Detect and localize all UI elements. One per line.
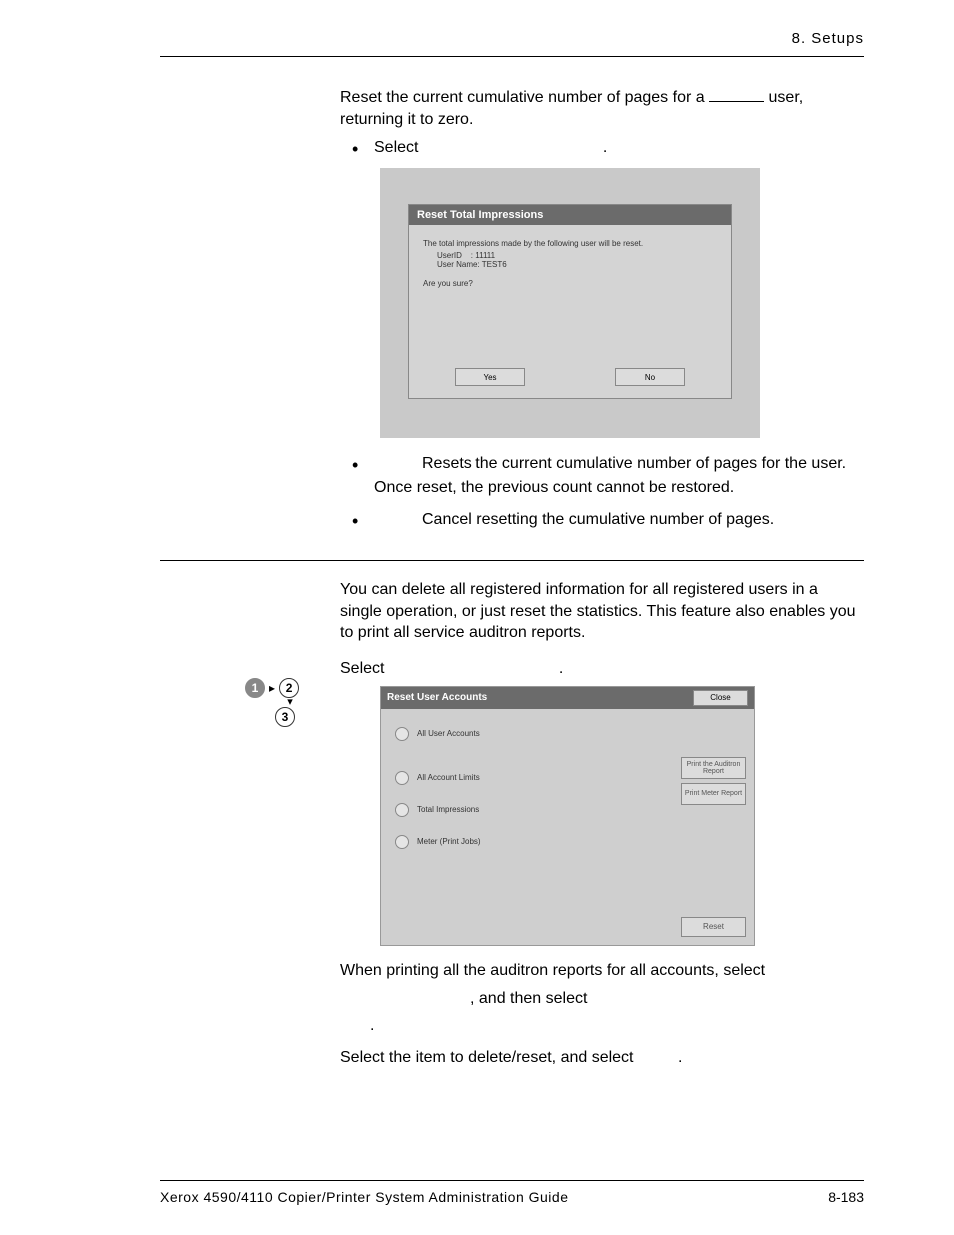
footer-doc-title: Xerox 4590/4110 Copier/Printer System Ad… [160, 1189, 569, 1205]
dialog-reset-user-accounts: Reset User Accounts Close All User Accou… [380, 686, 755, 946]
arrow-down-icon: ▾ [275, 698, 305, 707]
opt4-label: Meter (Print Jobs) [417, 837, 481, 846]
username-value: TEST6 [482, 260, 507, 269]
reset-button[interactable]: Reset [681, 917, 746, 937]
confirm-text: Are you sure? [423, 279, 717, 288]
radio-total-impressions[interactable]: Total Impressions [395, 803, 740, 817]
bullet-select-1: Select . [352, 136, 864, 160]
opt1-label: All User Accounts [417, 729, 480, 738]
opt2-label: All Account Limits [417, 773, 480, 782]
para4-line: Select the item to delete/reset, and sel… [340, 1047, 864, 1069]
bullet-yes-explain: Resets the current cumulative number of … [352, 452, 864, 500]
step-3-icon: 3 [275, 707, 295, 727]
userid-label: UserID [437, 251, 462, 260]
reset-s: s [464, 455, 471, 472]
step-2-icon: 2 [279, 678, 299, 698]
userid-value: : 11111 [471, 251, 495, 260]
radio-all-user-accounts[interactable]: All User Accounts [395, 727, 740, 741]
step-1-icon: 1 [245, 678, 265, 698]
dialog2-title: Reset User Accounts [387, 692, 487, 703]
dialog1-title: Reset Total Impressions [409, 205, 731, 225]
username-label: User Name: [437, 260, 480, 269]
radio-icon [395, 835, 409, 849]
para1-pre: Reset the current cumulative number of p… [340, 89, 709, 106]
blank-line [709, 101, 764, 102]
reset-word: Reset [422, 455, 464, 472]
step1-select: Select [340, 660, 384, 677]
arrow-right-icon: ▸ [269, 681, 275, 695]
bullet-no-explain: Cancel resetting the cumulative number o… [352, 508, 864, 532]
no-button[interactable]: No [615, 368, 685, 386]
reset-rest2: the previous count cannot be restored. [457, 479, 735, 496]
radio-icon [395, 727, 409, 741]
radio-icon [395, 803, 409, 817]
intro-para: Reset the current cumulative number of p… [340, 87, 864, 130]
para3: When printing all the auditron reports f… [340, 960, 864, 982]
close-button[interactable]: Close [693, 690, 748, 706]
yes-button[interactable]: Yes [455, 368, 525, 386]
dialog-reset-total-impressions: Reset Total Impressions The total impres… [380, 168, 760, 438]
para2: You can delete all registered informatio… [340, 579, 864, 644]
para3b: , and then select [470, 990, 587, 1007]
print-meter-button[interactable]: Print Meter Report [681, 783, 746, 805]
radio-meter-print-jobs[interactable]: Meter (Print Jobs) [395, 835, 740, 849]
para4: Select the item to delete/reset, and sel… [340, 1049, 634, 1066]
chapter-header: 8. Setups [792, 30, 864, 47]
page-number: 8-183 [828, 1189, 864, 1205]
opt3-label: Total Impressions [417, 805, 479, 814]
para3a: When printing all the auditron reports f… [340, 962, 765, 979]
cancel-text: Cancel resetting the cumulative number o… [422, 511, 774, 528]
period-line: . [370, 1015, 864, 1037]
radio-icon [395, 771, 409, 785]
step-indicator: 1 ▸ 2 ▾ 3 [245, 678, 305, 727]
print-auditron-button[interactable]: Print the Auditron Report [681, 757, 746, 779]
section-divider [160, 560, 864, 561]
dialog1-line1: The total impressions made by the follow… [423, 239, 717, 248]
select-text-1: Select [374, 139, 418, 156]
para3b-line: , and then select [470, 988, 864, 1010]
